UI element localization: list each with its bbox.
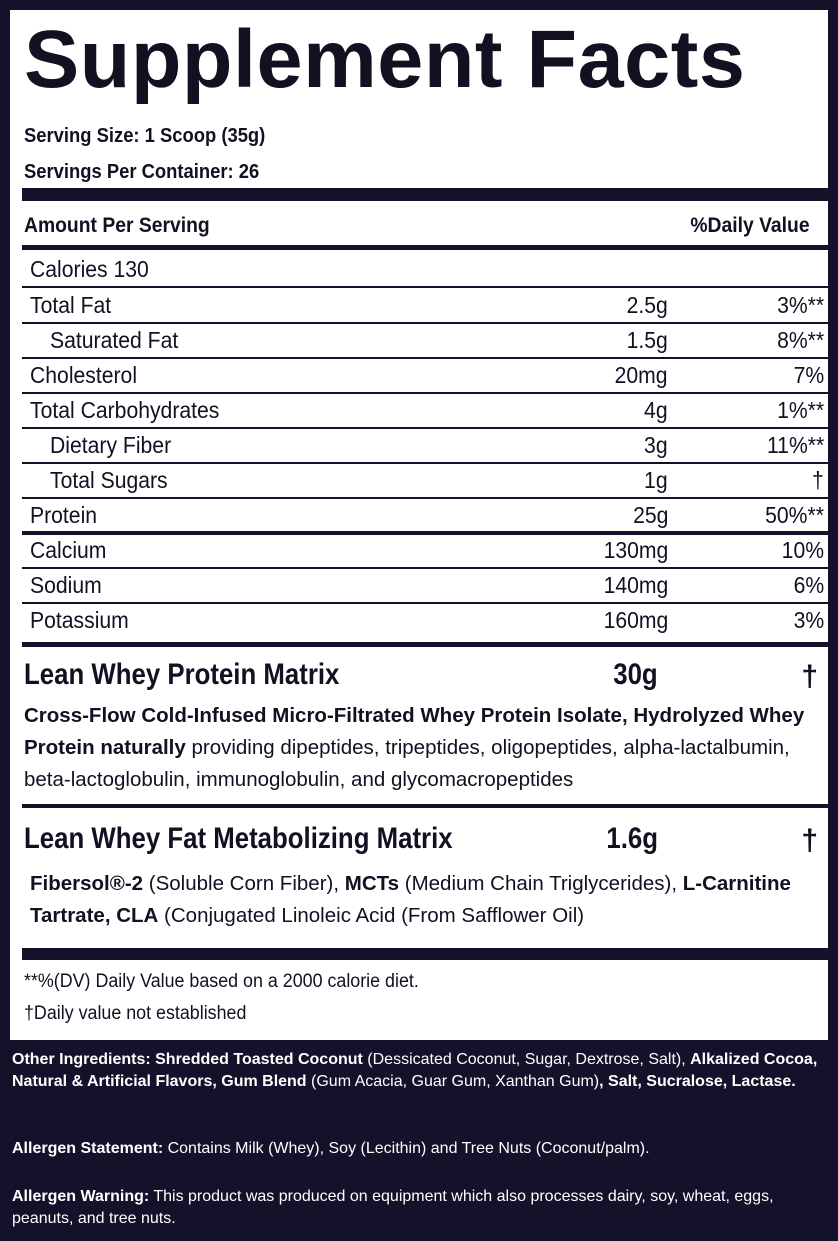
nutrient-amount: 2.5g [626,292,668,318]
allergen-warning-label: Allergen Warning: [12,1188,150,1205]
allergen-statement: Allergen Statement: Contains Milk (Whey)… [12,1138,828,1160]
serving-size: Serving Size: 1 Scoop (35g) [24,125,266,147]
nutrient-amount: 3g [644,432,668,458]
nutrient-daily-value: 50%** [765,502,824,528]
fibersol-text: Fibersol®-2 [30,872,144,895]
nutrient-amount: 130mg [603,537,668,563]
nutrient-name: Saturated Fat [50,327,179,353]
protein-matrix-dagger: † [801,660,818,693]
nutrient-row: Sodium 140mg 6% [22,568,828,603]
nutrient-daily-value: 3%** [776,292,824,318]
allergen-warning: Allergen Warning: This product was produ… [12,1186,828,1230]
row-divider [22,497,828,499]
calories-label: Calories 130 [30,256,149,282]
nutrient-amount: 4g [644,397,668,423]
ingredient-coconut-detail: (Dessicated Coconut, Sugar, Dextrose, Sa… [362,1051,691,1068]
nutrient-name: Total Fat [30,292,112,318]
fat-matrix-title: Lean Whey Fat Metabolizing Matrix [24,822,453,855]
medium-divider [22,642,828,647]
nutrient-amount: 20mg [615,362,668,388]
fibersol-detail: (Soluble Corn Fiber), [143,872,345,895]
protein-matrix-description: Cross-Flow Cold-Infused Micro-Filtrated … [24,700,824,796]
supplement-facts-panel: Supplement Facts Serving Size: 1 Scoop (… [10,10,828,1040]
row-divider [22,531,828,535]
allergen-statement-label: Allergen Statement: [12,1140,164,1157]
nutrient-daily-value: 10% [781,537,824,563]
panel-title: Supplement Facts [24,14,746,105]
ingredient-gum-detail: (Gum Acacia, Guar Gum, Xanthan Gum) [306,1073,600,1090]
nutrient-row: Cholesterol 20mg 7% [22,358,828,393]
ingredient-coconut: Shredded Toasted Coconut [155,1051,363,1068]
nutrient-daily-value: 11%** [766,432,824,458]
row-divider [22,427,828,429]
nutrient-row: Total Carbohydrates 4g 1%** [22,393,828,428]
nutrient-name: Total Sugars [50,467,168,493]
nutrient-daily-value: † [812,467,824,493]
servings-per-container: Servings Per Container: 26 [24,161,260,183]
nutrient-daily-value: 3% [793,607,824,633]
ingredient-cocoa-flavors-gum: Alkalized Cocoa, Natural & Artificial Fl… [12,1051,818,1090]
cla-detail: (Conjugated Linoleic Acid (From Safflowe… [158,904,585,927]
fat-matrix-dagger: † [801,824,818,857]
calories-row: Calories 130 [22,252,828,287]
allergen-statement-text: Contains Milk (Whey), Soy (Lecithin) and… [163,1140,650,1157]
row-divider [22,322,828,324]
nutrient-name: Protein [30,502,98,528]
nutrient-row: Protein 25g 50%** [22,498,828,533]
medium-divider [22,245,828,250]
nutrient-amount: 25g [632,502,668,528]
carnitine-cla-text: L-Carnitine Tartrate, CLA [30,872,791,927]
row-divider [22,392,828,394]
nutrient-name: Potassium [30,607,129,633]
nutrient-daily-value: 7% [793,362,824,388]
nutrient-row: Potassium 160mg 3% [22,603,828,638]
nutrient-row: Saturated Fat 1.5g 8%** [22,323,828,358]
row-divider [22,357,828,359]
nutrient-amount: 1g [644,467,668,493]
protein-matrix-bold-text: Cross-Flow Cold-Infused Micro-Filtrated … [24,704,805,759]
nutrient-daily-value: 1%** [776,397,824,423]
nutrient-amount: 140mg [603,572,668,598]
allergen-warning-text: This product was produced on equipment w… [12,1188,774,1227]
nutrient-name: Sodium [30,572,102,598]
nutrient-name: Dietary Fiber [50,432,172,458]
nutrient-amount: 1.5g [626,327,668,353]
nutrient-daily-value: 6% [793,572,824,598]
row-divider [22,602,828,604]
thick-divider [22,188,828,201]
fat-matrix-amount: 1.6g [606,822,658,855]
mct-text: MCTs [344,872,400,895]
protein-matrix-text: providing dipeptides, tripeptides, oligo… [24,736,790,791]
nutrient-name: Calcium [30,537,107,563]
dagger-footnote: †Daily value not established [24,1003,247,1024]
nutrient-daily-value: 8%** [776,327,824,353]
nutrient-row: Dietary Fiber 3g 11%** [22,428,828,463]
medium-divider [22,804,828,808]
nutrient-name: Cholesterol [30,362,138,388]
other-ingredients: Other Ingredients: Shredded Toasted Coco… [12,1049,828,1093]
nutrient-row: Total Fat 2.5g 3%** [22,288,828,323]
nutrient-amount: 160mg [603,607,668,633]
protein-matrix-title: Lean Whey Protein Matrix [24,658,340,691]
fat-matrix-description: Fibersol®-2 (Soluble Corn Fiber), MCTs (… [30,868,820,932]
row-divider [22,567,828,569]
row-divider [22,462,828,464]
nutrient-name: Total Carbohydrates [30,397,220,423]
dv-footnote: **%(DV) Daily Value based on a 2000 calo… [24,971,419,992]
other-ingredients-label: Other Ingredients: [12,1051,156,1068]
protein-matrix-amount: 30g [613,658,658,691]
thick-divider [22,948,828,960]
row-divider [22,286,828,288]
mct-detail: (Medium Chain Triglycerides), [399,872,683,895]
ingredient-salt-sucralose-lactase: , Salt, Sucralose, Lactase. [599,1073,796,1090]
nutrient-row: Total Sugars 1g † [22,463,828,498]
amount-per-serving-header: Amount Per Serving [24,214,210,237]
daily-value-header: %Daily Value [690,214,810,237]
nutrient-row: Calcium 130mg 10% [22,533,828,568]
